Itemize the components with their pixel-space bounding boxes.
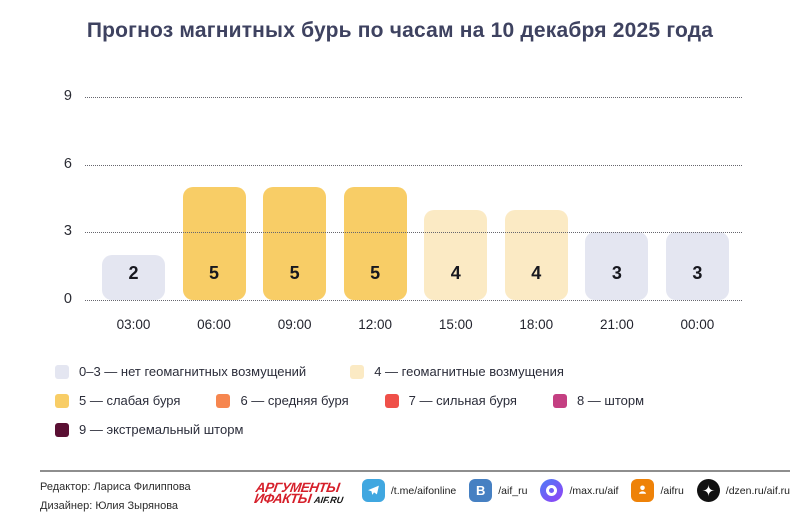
bar: [424, 210, 488, 300]
legend-swatch: [552, 393, 567, 408]
aif-logo-line2: ИФАКТЫ AIF.RU: [253, 491, 344, 506]
bar-value-label: 3: [611, 263, 622, 283]
social-label: /aifru: [660, 484, 684, 497]
x-axis-tick: 03:00: [116, 317, 151, 332]
legend-swatch: [384, 393, 399, 408]
gridline: [85, 165, 742, 166]
bar: [343, 187, 407, 300]
y-axis-tick: 0: [63, 291, 72, 307]
bar-slot: 4: [424, 97, 488, 300]
legend-swatch: [55, 364, 69, 379]
bar-chart-plot-area: 2 5 5 5 4 4 3: [85, 97, 742, 301]
social-link-max[interactable]: /max.ru/aif: [540, 479, 618, 502]
bar-value-label: 5: [370, 263, 381, 283]
bar-slot: 5: [343, 97, 407, 300]
page-title: Прогноз магнитных бурь по часам на 10 де…: [86, 19, 714, 42]
social-link-vk[interactable]: B /aif_ru: [469, 479, 527, 502]
legend-label: 5 — слабая буря: [79, 393, 181, 408]
social-label: /t.me/aifonline: [390, 484, 457, 497]
social-label: /dzen.ru/aif.ru: [725, 484, 790, 497]
aif-logo-suffix: AIF.RU: [313, 495, 344, 505]
bar: [585, 232, 649, 300]
bar-slot: 3: [665, 97, 729, 300]
max-icon: [540, 479, 564, 502]
bar-slot: 5: [182, 97, 246, 300]
bar-slot: 4: [504, 97, 568, 300]
bar: [182, 187, 246, 300]
bar-value-label: 5: [209, 263, 220, 283]
legend-swatch: [216, 393, 231, 408]
legend-label: 4 — геомагнитные возмущения: [374, 364, 564, 379]
gridline: [85, 97, 742, 98]
x-axis-tick: 12:00: [358, 317, 393, 332]
x-axis: 03:00 06:00 09:00 12:00 15:00 18:00 21:0…: [85, 317, 742, 332]
social-label: /aif_ru: [498, 484, 528, 497]
y-axis-tick: 3: [63, 223, 72, 239]
legend-item: 0–3 — нет геомагнитных возмущений: [55, 364, 306, 379]
y-axis-tick: 9: [63, 88, 72, 104]
legend-swatch: [55, 393, 69, 408]
bar-value-label: 4: [450, 263, 461, 283]
legend-label: 9 — экстремальный шторм: [79, 422, 244, 437]
bar-value-label: 2: [128, 263, 139, 283]
chart-legend: 0–3 — нет геомагнитных возмущений 4 — ге…: [55, 364, 770, 451]
legend-label: 8 — шторм: [576, 393, 645, 408]
bar-value-label: 3: [692, 263, 703, 283]
legend-row: 0–3 — нет геомагнитных возмущений 4 — ге…: [55, 364, 770, 379]
x-axis-tick: 00:00: [680, 317, 715, 332]
bar: [102, 255, 165, 300]
social-link-ok[interactable]: /aifru: [631, 479, 684, 502]
telegram-icon: [361, 479, 385, 502]
legend-label: 6 — средняя буря: [240, 393, 349, 408]
social-links: /t.me/aifonline B /aif_ru /max.ru/aif /a…: [361, 479, 790, 502]
legend-swatch: [350, 364, 365, 379]
dzen-icon: [696, 479, 720, 502]
bar: [504, 210, 568, 300]
x-axis-tick: 18:00: [519, 317, 554, 332]
social-link-telegram[interactable]: /t.me/aifonline: [361, 479, 457, 502]
bar-value-label: 5: [289, 263, 300, 283]
legend-item: 8 — шторм: [552, 393, 645, 408]
vk-icon: B: [469, 479, 493, 502]
y-axis-tick: 6: [63, 156, 72, 172]
legend-label: 0–3 — нет геомагнитных возмущений: [79, 364, 307, 379]
bar-slot: 3: [585, 97, 649, 300]
legend-item: 7 — сильная буря: [384, 393, 517, 408]
social-label: /max.ru/aif: [569, 484, 619, 497]
bar: [263, 187, 327, 300]
legend-item: 6 — средняя буря: [216, 393, 349, 408]
legend-item: 4 — геомагнитные возмущения: [350, 364, 564, 379]
legend-item: 5 — слабая буря: [55, 393, 180, 408]
social-link-dzen[interactable]: /dzen.ru/aif.ru: [696, 479, 790, 502]
x-axis-tick: 09:00: [277, 317, 312, 332]
x-axis-tick: 15:00: [438, 317, 473, 332]
footer-divider: [40, 470, 790, 472]
credit-designer: Дизайнер: Юлия Зырянова: [40, 500, 179, 512]
legend-item: 9 — экстремальный шторм: [55, 422, 243, 437]
legend-swatch: [55, 422, 69, 437]
legend-row: 5 — слабая буря 6 — средняя буря 7 — сил…: [55, 393, 770, 408]
legend-row: 9 — экстремальный шторм: [55, 422, 770, 437]
bar: [665, 232, 729, 300]
bar-value-label: 4: [531, 263, 542, 283]
ok-icon: [631, 479, 655, 502]
credit-editor: Редактор: Лариса Филиппова: [40, 481, 191, 493]
bar-slot: 5: [263, 97, 327, 300]
credits: Редактор: Лариса Филиппова Дизайнер: Юли…: [40, 478, 191, 516]
x-axis-tick: 21:00: [599, 317, 634, 332]
legend-label: 7 — сильная буря: [408, 393, 517, 408]
gridline-baseline: [85, 300, 742, 301]
bar-series: 2 5 5 5 4 4 3: [85, 97, 742, 300]
bar-slot: 2: [102, 97, 165, 300]
aif-logo: АРГУМЕНТЫ ИФАКТЫ AIF.RU: [253, 480, 345, 506]
gridline: [85, 232, 742, 233]
x-axis-tick: 06:00: [197, 317, 231, 332]
